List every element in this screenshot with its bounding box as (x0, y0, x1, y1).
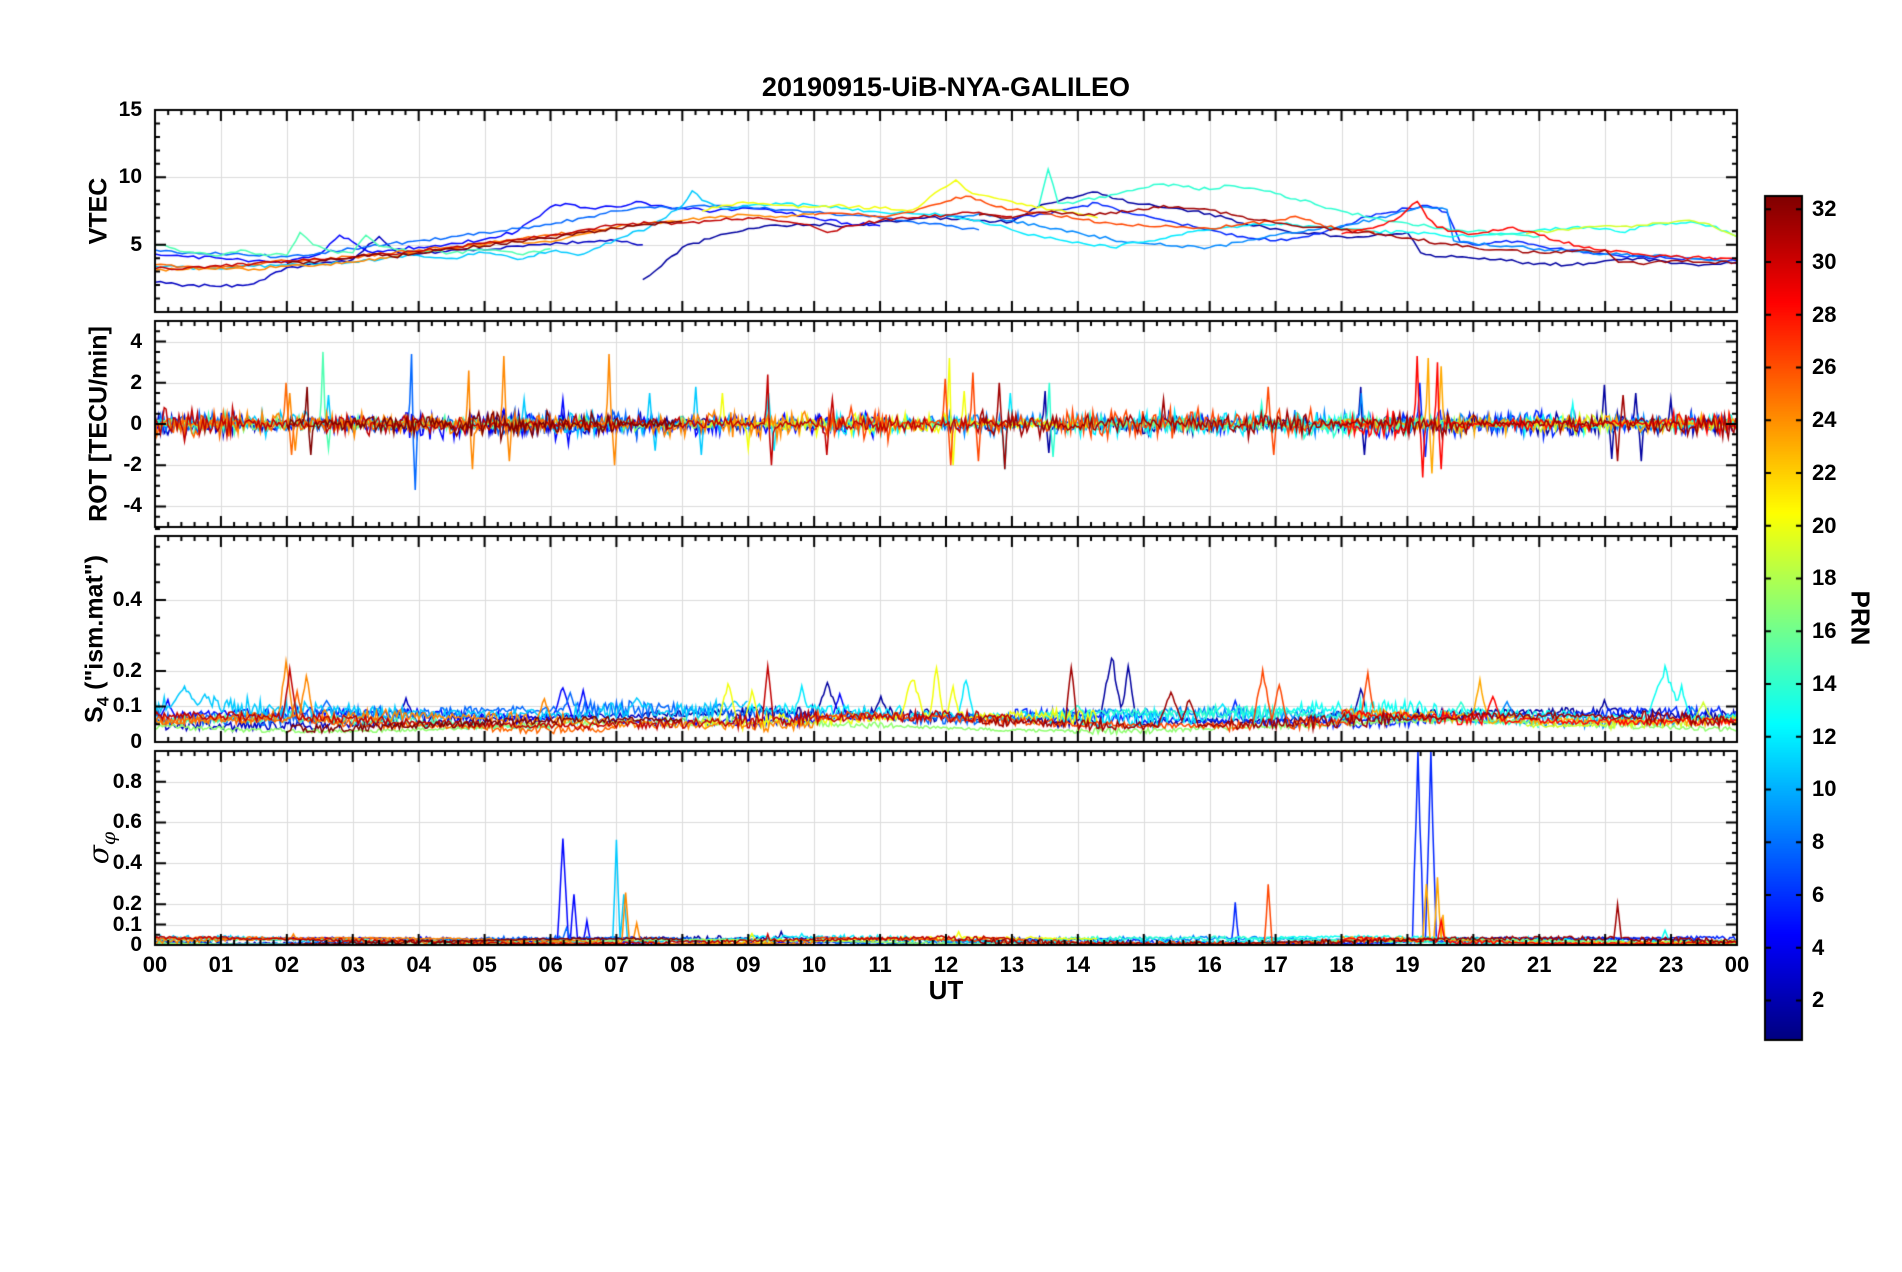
x-tick-label: 00 (142, 952, 168, 977)
x-tick-label: 22 (1592, 952, 1618, 977)
x-tick-label: 12 (933, 952, 959, 977)
x-tick-label: 13 (999, 952, 1025, 977)
x-tick-label: 05 (472, 952, 497, 977)
x-tick-label: 21 (1527, 952, 1552, 977)
y-tick-label: 5 (130, 232, 142, 256)
y-tick-label: 0.2 (112, 658, 142, 682)
colorbar-tick-label: 26 (1812, 354, 1837, 380)
y-tick-label: 0.6 (112, 810, 142, 834)
colorbar-tick-label: 32 (1812, 196, 1837, 222)
x-tick-label: 02 (274, 952, 300, 977)
x-tick-label: 10 (801, 952, 827, 977)
x-tick-label: 18 (1329, 952, 1354, 977)
x-tick-label: 01 (208, 952, 234, 977)
x-tick-label: 15 (1131, 952, 1156, 977)
colorbar-tick-label: 14 (1812, 670, 1837, 696)
y-tick-label: 0 (130, 730, 142, 753)
colorbar-tick-label: 10 (1812, 776, 1837, 802)
y-tick-label: 0.1 (112, 912, 142, 936)
x-tick-label: 11 (868, 952, 892, 977)
x-tick-label: 09 (736, 952, 761, 977)
x-tick-label: 14 (1065, 952, 1091, 977)
x-tick-label: 23 (1658, 952, 1684, 977)
x-tick-label: 06 (538, 952, 563, 977)
y-tick-label: 0 (130, 933, 142, 956)
x-tick-label: 20 (1461, 952, 1486, 977)
y-tick-label: 4 (130, 329, 142, 353)
colorbar-tick-label: 12 (1812, 723, 1837, 749)
colorbar-tick-label: 30 (1812, 248, 1837, 274)
y-tick-label: 0.1 (112, 694, 142, 718)
y-tick-label: 2 (130, 370, 142, 394)
y-tick-label: 15 (118, 98, 142, 121)
colorbar-tick-label: 16 (1812, 618, 1837, 644)
y-tick-label: 0.2 (112, 892, 142, 916)
colorbar-tick-label: 6 (1812, 881, 1825, 907)
y-tick-label: -2 (123, 453, 142, 477)
colorbar-tick-label: 4 (1812, 934, 1825, 960)
x-tick-label: 07 (604, 952, 629, 977)
x-tick-label: 03 (340, 952, 365, 977)
colorbar-tick-label: 22 (1812, 459, 1837, 485)
y-tick-label: 0.4 (112, 851, 142, 875)
x-tick-label: 19 (1395, 952, 1420, 977)
y-tick-label: 0.8 (112, 769, 142, 793)
colorbar-tick-label: 24 (1812, 407, 1837, 433)
x-tick-label: 04 (406, 952, 431, 977)
colorbar-tick-label: 2 (1812, 987, 1825, 1013)
y-tick-label: -4 (123, 494, 142, 518)
colorbar-tick-label: 28 (1812, 301, 1837, 327)
colorbar-tick-label: 20 (1812, 512, 1837, 538)
y-tick-label: 0.4 (112, 587, 142, 611)
x-axis-label: UT (928, 975, 964, 1005)
colorbar-tick-label: 18 (1812, 565, 1837, 591)
x-tick-label: 16 (1197, 952, 1222, 977)
x-tick-label: 08 (670, 952, 695, 977)
x-tick-label: 00 (1724, 952, 1750, 977)
x-tick-label: 17 (1263, 952, 1288, 977)
colorbar-tick-label: 8 (1812, 829, 1825, 855)
chart-title: 20190915-UiB-NYA-GALILEO (761, 72, 1131, 102)
y-tick-label: 0 (130, 412, 142, 435)
y-tick-label: 10 (118, 165, 142, 189)
